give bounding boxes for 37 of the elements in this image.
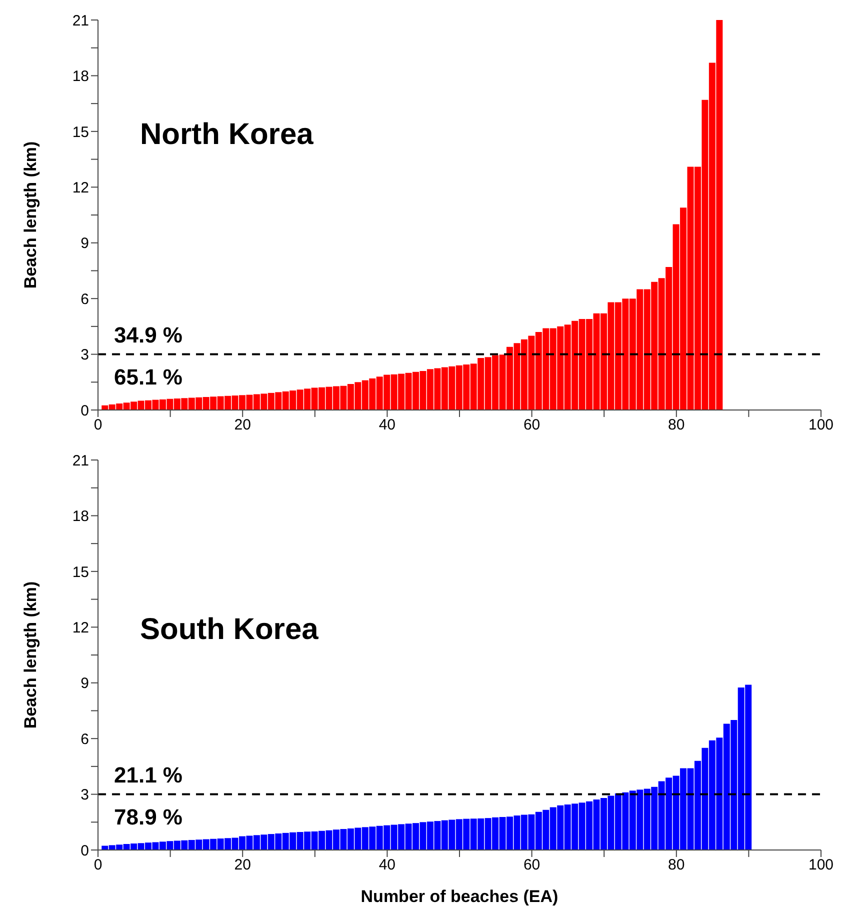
x-axis-title: Number of beaches (EA)	[360, 887, 558, 906]
y-tick-label: 21	[72, 12, 89, 30]
y-tick-label: 9	[80, 675, 89, 692]
y-tick-label: 0	[80, 842, 89, 860]
text: South Korea	[140, 613, 318, 647]
y-tick-label: 3	[80, 346, 89, 364]
x-tick-label: 100	[808, 856, 834, 874]
y-axis-title: Beach length (km)	[21, 141, 40, 289]
x-tick-label: 0	[94, 856, 102, 874]
y-tick-label: 15	[72, 124, 89, 141]
x-tick-label: 60	[523, 416, 540, 434]
annotation: 21.1 %	[114, 762, 182, 788]
y-tick-label: 9	[80, 235, 89, 252]
y-tick-label: 0	[80, 402, 89, 420]
y-tick-label: 18	[72, 68, 89, 86]
y-tick-label: 3	[80, 786, 89, 804]
x-tick-label: 60	[523, 856, 540, 874]
y-tick-label: 12	[72, 179, 89, 196]
x-tick-label: 40	[378, 416, 396, 434]
x-tick-label: 20	[234, 416, 251, 434]
x-tick-label: 20	[234, 856, 251, 874]
x-tick-label: 80	[668, 856, 685, 874]
y-tick-label: 18	[72, 508, 89, 526]
x-tick-label: 80	[668, 416, 685, 434]
text: North Korea	[140, 118, 314, 152]
x-tick-label: 0	[94, 416, 102, 434]
annotation: 34.9 %	[114, 322, 182, 348]
annotation: 78.9 %	[114, 804, 182, 830]
y-tick-label: 6	[80, 730, 89, 748]
y-tick-label: 12	[72, 619, 89, 636]
y-tick-label: 15	[72, 564, 89, 581]
x-tick-label: 40	[378, 856, 396, 874]
x-tick-label: 100	[808, 416, 834, 434]
y-axis-title: Beach length (km)	[21, 581, 40, 729]
annotation: 65.1 %	[114, 364, 182, 390]
y-tick-label: 21	[72, 452, 89, 470]
y-tick-label: 6	[80, 290, 89, 308]
